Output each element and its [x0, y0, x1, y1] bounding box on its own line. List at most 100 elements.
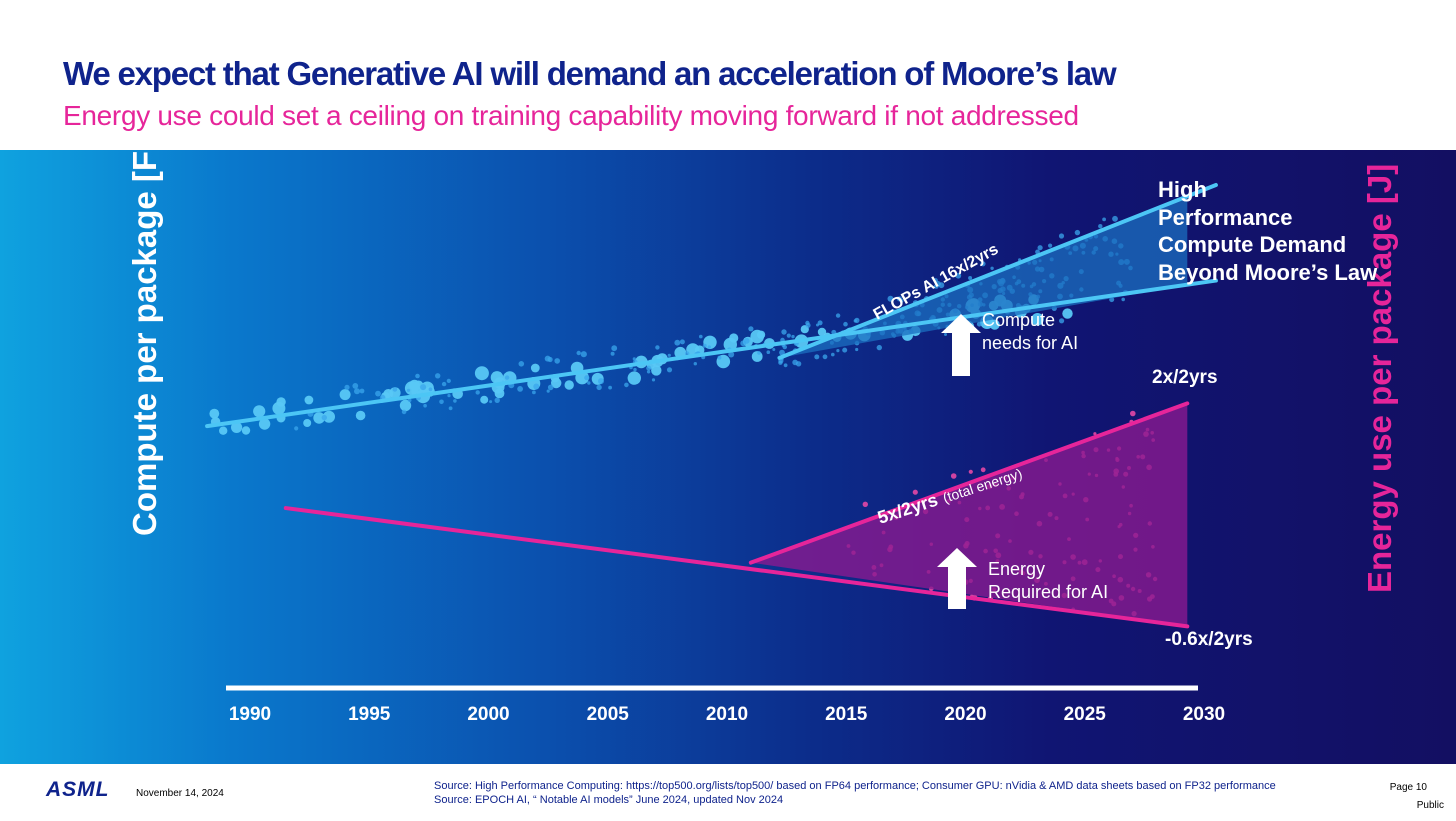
ai-model-point	[843, 321, 848, 327]
ai-model-point	[624, 382, 629, 388]
ai-model-point	[1121, 297, 1125, 302]
ai-model-point	[598, 378, 604, 385]
compute-needs-label: Compute needs for AI	[982, 309, 1078, 355]
ai-model-point	[375, 390, 381, 397]
hpc-data-point	[303, 419, 312, 427]
ai-model-point	[407, 398, 412, 402]
energy-required-label: Energy Required for AI	[988, 558, 1108, 604]
compute-trend-line	[205, 278, 1218, 429]
hpc-data-point	[313, 412, 325, 424]
hpc-data-point	[480, 395, 489, 404]
asml-logo: ASML	[46, 778, 110, 801]
ai-model-point	[475, 390, 480, 395]
hpc-data-point	[474, 366, 489, 381]
ai-model-point	[944, 333, 947, 336]
ai-model-point	[757, 351, 761, 355]
energy-required-line-1: Energy	[988, 559, 1046, 579]
hpc-demand-label: High Performance Compute Demand Beyond M…	[1158, 176, 1377, 286]
hpc-line-3: Compute Demand	[1158, 232, 1347, 257]
ai-model-point	[547, 356, 553, 363]
ai-model-point	[517, 386, 523, 392]
ai-model-point	[423, 403, 427, 408]
energy-required-line-2: Required for AI	[988, 582, 1109, 602]
ai-model-point	[489, 400, 493, 404]
ai-model-point	[1059, 318, 1065, 324]
ai-model-point	[441, 381, 447, 387]
compute-rate-label: 2x/2yrs	[1152, 367, 1218, 388]
ai-model-point	[779, 349, 785, 356]
ai-model-point	[980, 261, 986, 267]
hpc-data-point	[651, 365, 662, 376]
ai-model-point	[547, 384, 554, 391]
chart-svg: 1990 1995 2000 2005 2010 2015 2020 2025 2030 FLO…	[205, 183, 1225, 725]
energy-data-point	[1130, 410, 1136, 417]
ai-model-point	[392, 387, 398, 392]
ai-model-point	[655, 345, 660, 350]
ai-model-point	[933, 284, 939, 289]
ai-model-point	[740, 340, 747, 347]
energy-data-point	[1093, 432, 1097, 436]
ai-model-point	[1112, 215, 1118, 222]
ai-model-point	[610, 351, 615, 356]
ai-model-point	[693, 362, 697, 366]
hpc-data-point	[729, 333, 739, 343]
energy-data-point	[968, 469, 973, 474]
hpc-data-point	[564, 380, 574, 390]
ai-model-point	[435, 373, 441, 379]
hpc-data-point	[355, 410, 366, 421]
hpc-data-point	[209, 408, 220, 419]
ai-model-point	[772, 348, 776, 351]
hpc-data-point	[339, 389, 351, 401]
ai-model-point	[611, 345, 618, 352]
hpc-data-point	[530, 363, 540, 373]
ai-model-point	[1048, 243, 1053, 248]
ai-model-point	[533, 383, 540, 390]
ai-model-point	[447, 394, 451, 398]
energy-growth-trend-line	[748, 401, 1190, 565]
ai-model-point	[401, 409, 407, 415]
ai-model-point	[321, 414, 327, 421]
x-tick-2000: 2000	[467, 704, 509, 725]
ai-model-point	[814, 354, 820, 360]
ai-model-point	[1037, 245, 1043, 251]
energy-data-point	[912, 489, 918, 495]
footer: ASML November 14, 2024 Source: High Perf…	[0, 764, 1456, 821]
ai-model-point	[646, 365, 652, 371]
ai-model-point	[786, 333, 791, 338]
ai-model-point	[748, 326, 754, 332]
ai-model-point	[781, 329, 787, 335]
x-axis-ticks: 1990 1995 2000 2005 2010 2015 2020 2025 2030	[229, 704, 1225, 725]
ai-model-point	[651, 378, 656, 382]
energy-data-point	[980, 467, 986, 473]
ai-model-point	[766, 350, 771, 354]
compute-axis-title: Compute per package [FLOPs]	[126, 150, 163, 536]
ai-model-point	[576, 350, 581, 356]
ai-model-point	[587, 381, 591, 385]
ai-model-point	[504, 375, 510, 380]
ai-model-point	[546, 389, 550, 393]
x-tick-2020: 2020	[944, 704, 986, 725]
hpc-data-point	[399, 399, 412, 412]
ai-model-point	[842, 347, 848, 353]
x-tick-2010: 2010	[706, 704, 748, 725]
energy-required-region	[750, 403, 1188, 627]
energy-axis-title: Energy use per package [J]	[1361, 163, 1398, 593]
ai-model-point	[853, 319, 857, 323]
ai-model-point	[783, 363, 788, 368]
ai-model-point	[584, 375, 590, 381]
energy-up-arrow-icon	[937, 548, 977, 609]
ai-model-point	[666, 367, 673, 373]
ai-model-point	[352, 383, 359, 389]
ai-model-point	[453, 399, 457, 403]
energy-decline-label: -0.6x/2yrs	[1165, 629, 1253, 650]
ai-model-point	[836, 349, 840, 353]
ai-model-point	[580, 351, 587, 358]
x-tick-2025: 2025	[1064, 704, 1107, 725]
ai-model-point	[831, 352, 835, 357]
ai-model-point	[554, 358, 560, 364]
ai-model-point	[816, 323, 819, 327]
classification-label: Public	[1416, 800, 1444, 811]
hpc-data-point	[404, 381, 419, 396]
ai-model-point	[817, 320, 823, 326]
ai-model-point	[674, 339, 681, 346]
